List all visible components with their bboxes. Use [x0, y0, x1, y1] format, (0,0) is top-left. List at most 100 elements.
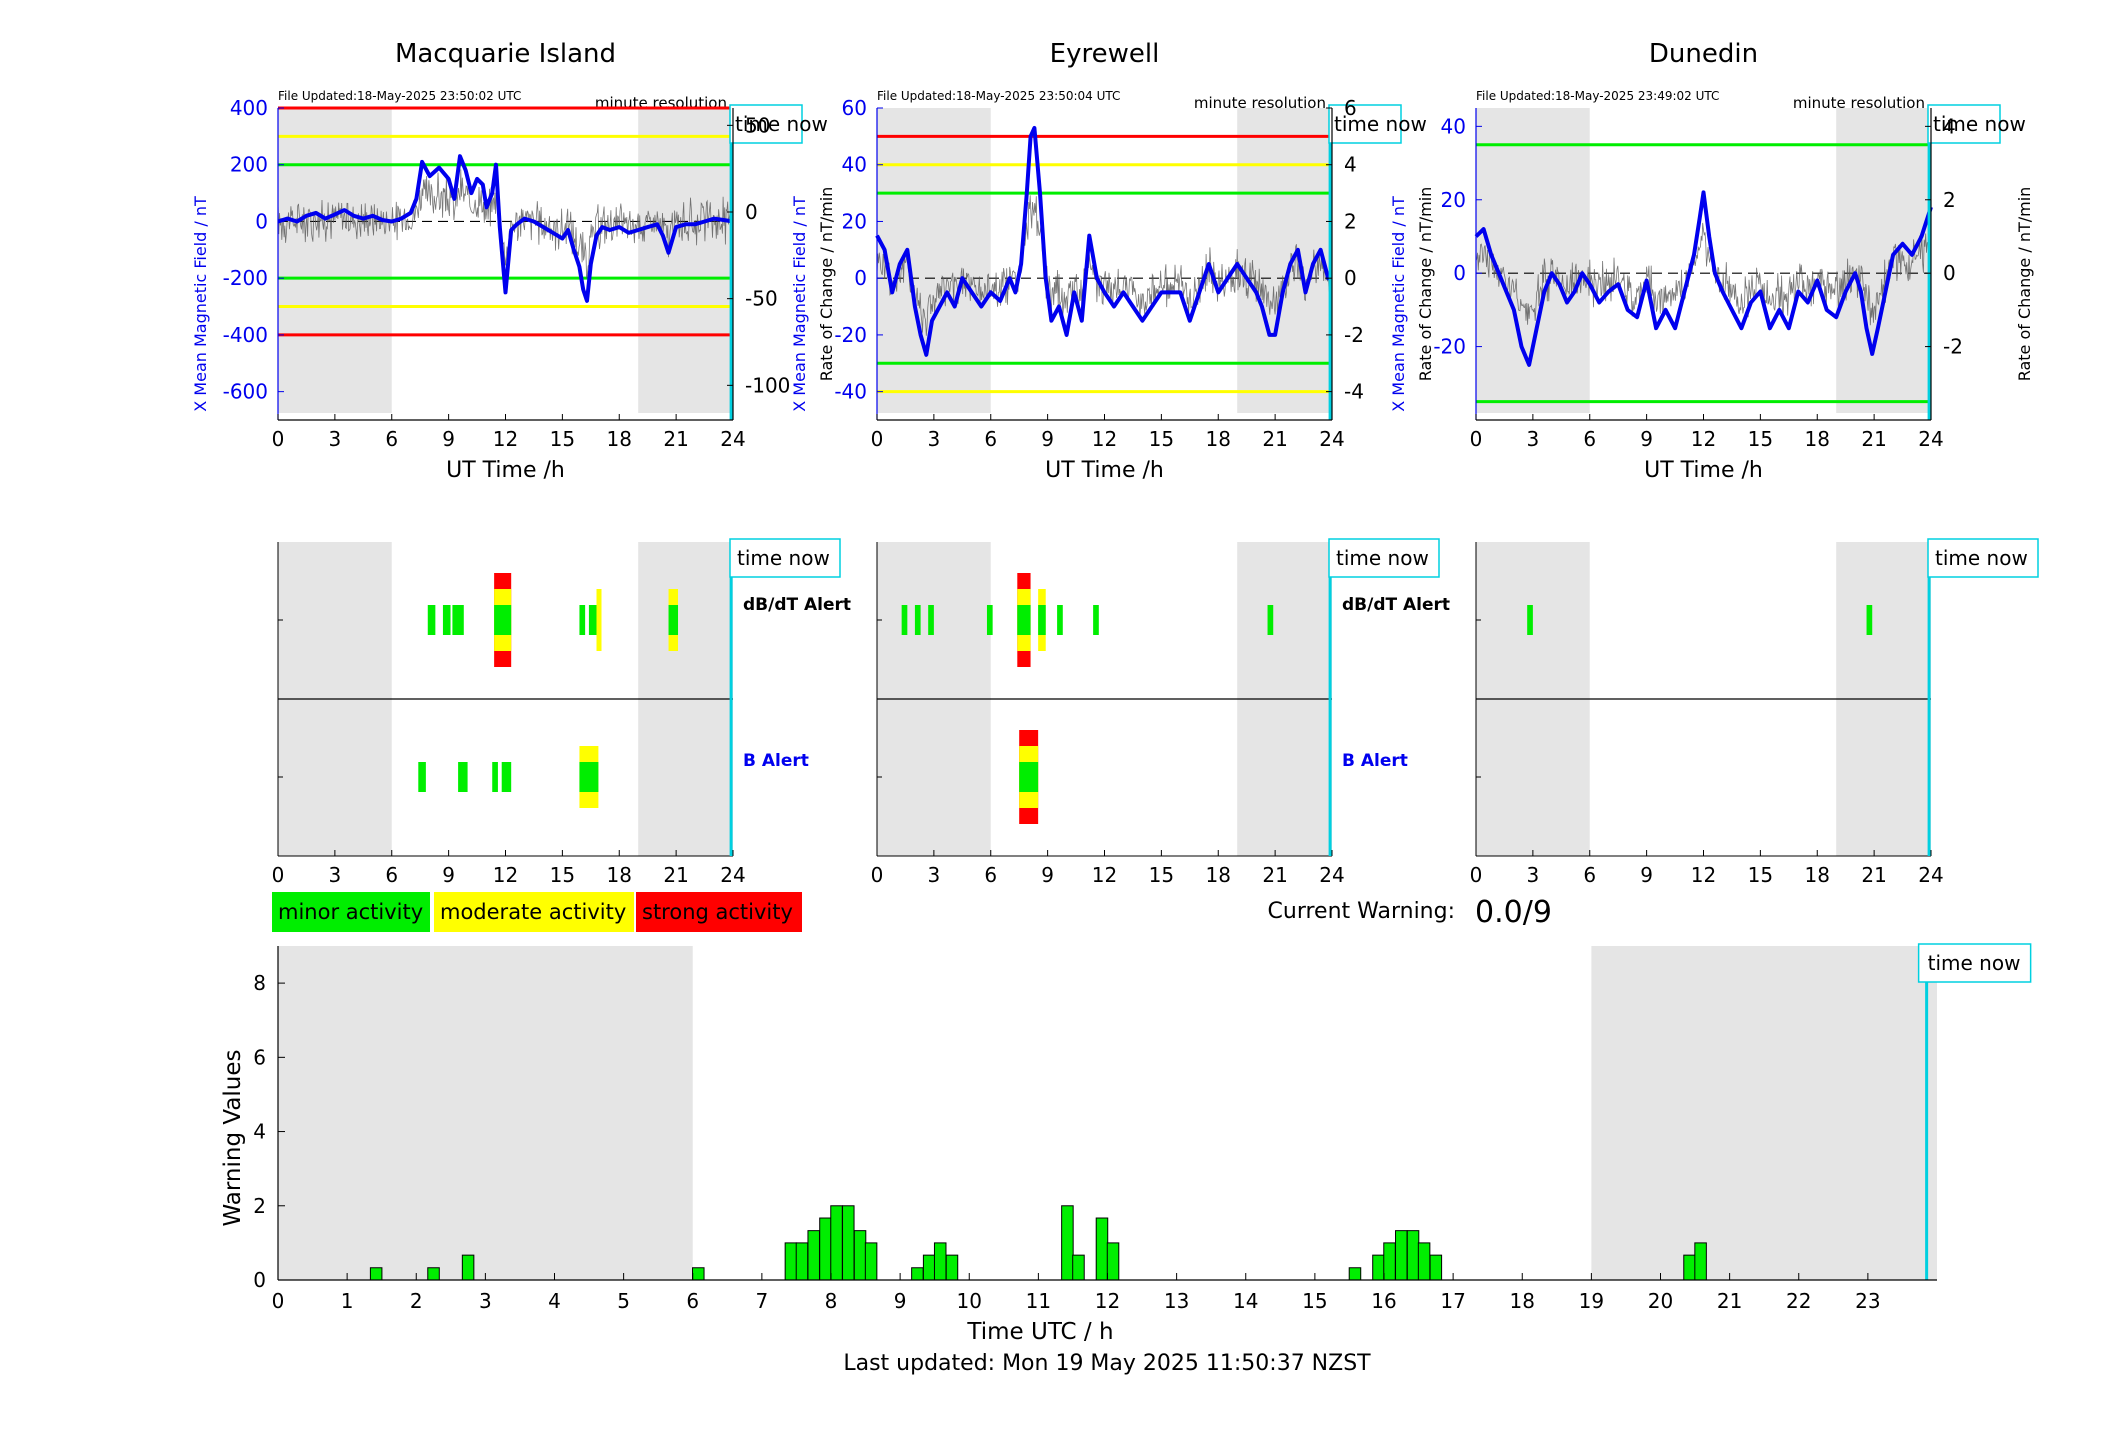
dbdt-alert-bar — [914, 605, 921, 635]
x-tick-label: 0 — [1470, 427, 1483, 451]
alert-time-now-label: time now — [1935, 546, 2028, 570]
mean-field-series — [875, 125, 1332, 357]
right-tick-label: 0 — [1344, 266, 1357, 290]
time-now-label: time now — [1334, 112, 1427, 136]
alert-x-tick-label: 24 — [1918, 863, 1943, 887]
warning-bar — [1095, 1217, 1109, 1281]
warning-bar — [1106, 1242, 1120, 1281]
warning-x-tick-label: 2 — [410, 1289, 423, 1313]
warning-x-tick-label: 23 — [1855, 1289, 1880, 1313]
warning-y-axis-label: Warning Values — [220, 1049, 246, 1226]
dbdt-alert-bar — [1267, 605, 1274, 635]
x-tick-label: 0 — [871, 427, 884, 451]
warning-x-tick-label: 3 — [479, 1289, 492, 1313]
warning-night-shading — [278, 946, 693, 1280]
legend-label-0: minor activity — [278, 900, 423, 924]
b-alert-label: B Alert — [1342, 751, 1408, 771]
rate-of-change-trace — [876, 195, 1333, 336]
warning-y-tick-label: 0 — [253, 1268, 266, 1292]
dbdt-alert-bar — [986, 605, 993, 635]
x-tick-label: 9 — [1640, 427, 1653, 451]
alert-panel-1: time now dB/dT Alert B Alert 0 3 6 9 12 15 18 21 24 — [871, 538, 1450, 887]
x-tick-label: 24 — [1918, 427, 1943, 451]
dbdt-alert-bar — [1093, 605, 1099, 635]
warning-x-tick-label: 0 — [272, 1289, 285, 1313]
x-tick-label: 18 — [607, 427, 632, 451]
x-tick-label: 15 — [1748, 427, 1773, 451]
alert-x-tick-label: 21 — [1861, 863, 1886, 887]
warning-time-now-box — [1917, 943, 2032, 983]
warning-x-tick-label: 6 — [686, 1289, 699, 1313]
alert-panel-2: time now 0 3 6 9 12 15 18 21 24 — [1470, 538, 2039, 887]
right-tick-label: 2 — [1943, 188, 1956, 212]
right-tick-label: 0 — [1943, 261, 1956, 285]
alert-x-tick-label: 12 — [1691, 863, 1716, 887]
alert-x-tick-label: 9 — [442, 863, 455, 887]
alert-x-tick-label: 18 — [1805, 863, 1830, 887]
legend-swatch-0 — [272, 892, 430, 932]
warning-x-tick-label: 14 — [1233, 1289, 1258, 1313]
alert-x-tick-label: 0 — [871, 863, 884, 887]
x-tick-label: 9 — [1041, 427, 1054, 451]
warning-bar — [842, 1205, 855, 1281]
warning-y-tick-label: 8 — [253, 971, 266, 995]
station-panel-1: Eyrewell File Updated:18-May-2025 23:50:0… — [790, 39, 1435, 483]
right-tick-label: -100 — [745, 373, 790, 397]
station-title: Macquarie Island — [395, 39, 616, 69]
right-tick-label: -4 — [1344, 380, 1364, 404]
warning-x-tick-label: 7 — [756, 1289, 769, 1313]
x-tick-label: 12 — [1092, 427, 1117, 451]
rate-of-change-trace — [1475, 222, 1932, 326]
x-axis-label: UT Time /h — [1045, 458, 1164, 483]
alert-x-tick-label: 0 — [272, 863, 285, 887]
warning-bar — [784, 1242, 798, 1281]
warning-bar — [692, 1267, 705, 1281]
alert-x-tick-label: 3 — [1527, 863, 1540, 887]
b-alert-bar — [458, 762, 468, 792]
current-warning-value: 0.0/9 — [1475, 895, 1552, 930]
warning-x-tick-label: 10 — [957, 1289, 982, 1313]
legend-label-2: strong activity — [642, 900, 793, 924]
warning-bar — [1429, 1254, 1443, 1281]
b-alert-bar — [501, 762, 512, 792]
x-tick-label: 24 — [720, 427, 745, 451]
warning-bar — [1072, 1254, 1085, 1281]
legend-swatch-1 — [434, 892, 634, 932]
b-alert-bar — [492, 762, 498, 792]
warning-bar — [427, 1267, 440, 1281]
warning-bar — [945, 1254, 959, 1281]
warning-x-tick-label: 17 — [1440, 1289, 1465, 1313]
warning-x-tick-label: 8 — [825, 1289, 838, 1313]
warning-night-shading — [1591, 946, 1937, 1280]
left-tick-label: -600 — [223, 380, 268, 404]
x-axis-label: UT Time /h — [446, 458, 565, 483]
time-now-box — [729, 104, 803, 144]
right-tick-label: 4 — [1943, 114, 1956, 138]
dbdt-alert-bar — [1017, 605, 1031, 635]
dbdt-alert-bar — [1057, 605, 1063, 635]
time-now-label: time now — [1933, 112, 2026, 136]
dbdt-alert-bar — [452, 605, 464, 635]
alert-x-tick-label: 18 — [607, 863, 632, 887]
warning-bar — [864, 1242, 878, 1281]
right-tick-label: -2 — [1344, 323, 1364, 347]
warning-bar — [807, 1230, 820, 1281]
right-tick-label: 4 — [1344, 153, 1357, 177]
x-tick-label: 3 — [928, 427, 941, 451]
right-axis-label: Rate of Change / nT/min — [1416, 187, 1435, 382]
left-tick-label: 0 — [255, 209, 268, 233]
warning-x-tick-label: 5 — [617, 1289, 630, 1313]
alert-x-tick-label: 9 — [1640, 863, 1653, 887]
right-tick-label: 50 — [745, 113, 770, 137]
x-tick-label: 9 — [442, 427, 455, 451]
warning-bar — [1694, 1242, 1707, 1281]
warning-x-tick-label: 15 — [1302, 1289, 1327, 1313]
warning-x-tick-label: 12 — [1095, 1289, 1120, 1313]
dbdt-alert-bar — [596, 589, 602, 651]
warning-bar — [1061, 1205, 1074, 1281]
alert-x-tick-label: 3 — [329, 863, 342, 887]
left-tick-label: 0 — [854, 266, 867, 290]
time-now-box — [1328, 104, 1402, 144]
right-axis-label: Rate of Change / nT/min — [817, 187, 836, 382]
